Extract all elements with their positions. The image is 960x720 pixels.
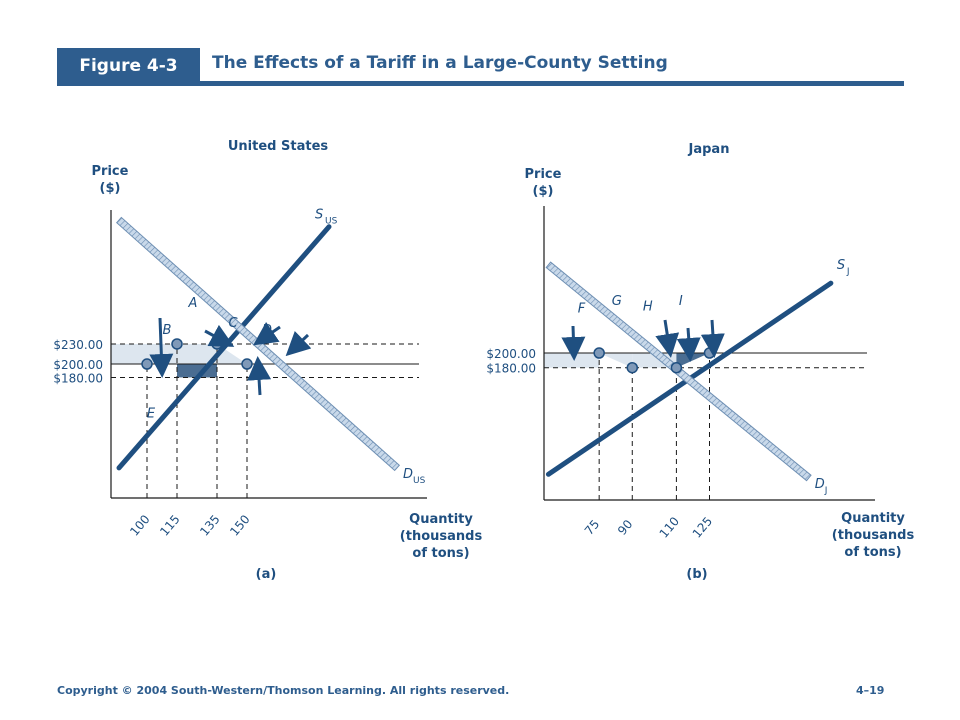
panel-title: Japan [688,142,730,157]
figure-label: Figure 4-3 [57,48,200,86]
area-f [544,353,600,368]
supply-curve-subscript: US [325,217,338,227]
intersection-point [670,361,683,374]
y-axis-label: ($) [100,181,121,196]
y-tick-label: $180.00 [53,371,103,385]
area-pointer-arrow [655,319,680,358]
area-label: C [228,316,238,331]
x-tick-label: 75 [582,517,603,538]
area-label: G [612,294,622,309]
x-tick-label: 110 [657,514,682,541]
supply-curve-label: S [837,258,845,273]
intersection-point [171,338,183,350]
header-rule [57,81,904,86]
y-tick-label: $230.00 [53,338,103,352]
y-tick-label: $180.00 [486,362,536,376]
y-axis-label: Price [525,167,562,182]
demand-curve-label: D [403,467,413,482]
area-pointer-arrow [253,321,281,346]
area-pointer-arrow [700,319,725,358]
x-tick-label: 100 [127,512,152,539]
x-axis-label: of tons) [844,545,901,560]
triangle-g [599,353,633,368]
panel-united-states: United States Price ($) Quantity (thousands o… [53,139,482,582]
area-label: I [679,294,683,309]
supply-curve-subscript: J [846,267,850,277]
supply-curve-label: S [315,208,323,223]
y-tick-label: $200.00 [53,358,103,372]
intersection-point [241,358,253,370]
area-label: B [163,323,172,338]
area-pointer-arrow [149,317,174,378]
panel-label: (a) [256,567,277,582]
figure-title: The Effects of a Tariff in a Large-Count… [212,53,668,73]
x-axis-label: (thousands [400,529,483,544]
demand-curve-subscript: J [824,486,828,496]
area-label: E [147,407,156,422]
area-pointer-arrow [285,330,312,357]
x-axis-label: (thousands [832,528,915,543]
area-label: F [578,302,586,317]
area-pointer-arrow [204,324,235,347]
x-tick-label: 115 [157,512,182,539]
copyright-note: Copyright © 2004 South-Western/Thomson L… [57,684,510,697]
demand-curve-subscript: US [413,476,426,486]
panel-title: United States [228,139,329,154]
x-tick-label: 125 [690,514,715,541]
page-number: 4–19 [856,684,885,697]
y-axis-label: Price [92,164,129,179]
x-axis-label: of tons) [412,546,469,561]
panel-label: (b) [686,567,707,582]
x-tick-label: 150 [227,512,252,539]
x-axis-label: Quantity [409,512,473,527]
panel-japan: Japan Price ($) Quantity (thousands of tons) (… [486,142,914,582]
area-pointer-arrow [676,327,701,362]
area-label: H [643,299,653,314]
y-axis-label: ($) [533,184,554,199]
area-label: A [188,296,198,311]
intersection-point [141,358,153,370]
x-axis-label: Quantity [841,511,905,526]
x-tick-label: 90 [615,517,636,538]
figure-header: Figure 4-3 The Effects of a Tariff in a … [57,48,904,86]
demand-curve-label: D [815,477,825,492]
y-tick-label: $200.00 [486,347,536,361]
area-c [177,343,217,365]
area-pointer-arrow [561,325,586,361]
supply-curve [116,224,332,471]
area-pointer-arrow [247,356,272,396]
x-tick-label: 135 [197,512,222,539]
intersection-point [626,361,639,374]
intersection-point [593,347,605,359]
